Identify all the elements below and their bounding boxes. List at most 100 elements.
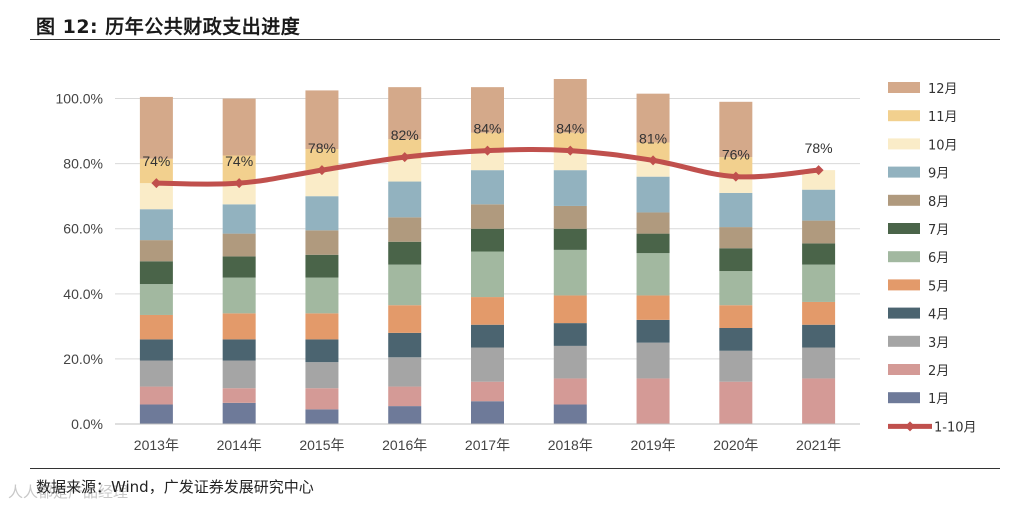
line-marker [234, 178, 245, 189]
bar-stack-2020年 [719, 101, 753, 424]
legend-label: 8月 [928, 195, 949, 210]
x-axis: 2013年 2014年 2015年 2016年 2017年 2018年 2019年 2020年… [115, 423, 860, 453]
bar-segment-9月 [471, 170, 504, 205]
bar-segment-4月 [719, 327, 753, 351]
bar-segment-7月 [553, 228, 587, 250]
legend-label: 9月 [928, 167, 949, 182]
bar-stack-2014年 [222, 98, 256, 424]
line-marker [399, 152, 410, 163]
legend-swatch-5月 [888, 279, 920, 291]
bar-segment-1月 [388, 406, 422, 424]
bar-segment-10月 [388, 158, 422, 182]
bar-segment-12月 [471, 87, 504, 133]
legend-line-marker [905, 421, 915, 432]
bar-segment-9月 [802, 189, 836, 221]
bar-segment-9月 [139, 209, 173, 241]
bar-segment-2月 [388, 386, 422, 407]
bar-segment-9月 [388, 181, 422, 218]
data-label: 84% [473, 121, 501, 137]
watermark: 人人都是产品经理 [8, 483, 129, 501]
line-marker [730, 171, 741, 182]
bar-segment-7月 [305, 254, 339, 278]
legend-label: 11月 [928, 110, 958, 125]
bar-segment-6月 [305, 277, 339, 314]
legend-swatch-3月 [888, 335, 920, 347]
bar-segment-2月 [719, 381, 753, 424]
line-marker [151, 178, 162, 189]
bar-segment-8月 [139, 240, 173, 262]
legend-swatch-8月 [888, 194, 920, 206]
bar-segment-5月 [802, 301, 836, 325]
x-tick-label: 2014年 [217, 437, 262, 453]
bar-segment-9月 [305, 196, 339, 231]
bar-segment-3月 [719, 350, 753, 382]
data-label: 74% [225, 153, 253, 169]
legend-label: 12月 [928, 82, 958, 97]
bar-segment-3月 [802, 347, 836, 379]
bar-segment-12月 [388, 87, 422, 140]
legend-label: 10月 [928, 138, 958, 153]
y-tick-label: 60.0% [63, 221, 103, 237]
figure-title: 图 12: 历年公共财政支出进度 [36, 16, 301, 38]
bar-segment-6月 [139, 284, 173, 315]
bar-segment-3月 [305, 362, 339, 389]
line-marker [482, 145, 493, 156]
bar-segment-12月 [553, 79, 587, 133]
bar-segment-7月 [636, 233, 670, 254]
bar-segment-10月 [553, 150, 587, 171]
bar-segment-3月 [471, 347, 504, 382]
bar-segment-12月 [636, 93, 670, 143]
legend-label: 2月 [928, 364, 949, 379]
legend-swatch-10月 [888, 138, 920, 150]
bar-segment-4月 [222, 339, 256, 361]
bar-stack-2018年 [553, 79, 587, 424]
data-label: 78% [308, 140, 336, 156]
bar-segment-12月 [305, 90, 339, 149]
data-label: 78% [805, 140, 833, 156]
bar-segment-6月 [388, 264, 422, 306]
bar-segment-8月 [222, 233, 256, 257]
x-tick-label: 2015年 [299, 437, 344, 453]
bar-stack-2021年 [802, 170, 836, 424]
legend-swatch-7月 [888, 223, 920, 234]
bar-segment-10月 [471, 150, 504, 171]
bar-segment-10月 [802, 170, 836, 190]
legend-swatch-1月 [888, 392, 920, 404]
bar-segment-6月 [636, 253, 670, 296]
bar-segment-4月 [471, 324, 504, 348]
legend-swatch-12月 [888, 82, 920, 93]
legend-swatch-11月 [888, 110, 920, 122]
bar-segment-6月 [802, 264, 836, 302]
legend-swatch-2月 [888, 364, 920, 375]
x-tick-label: 2019年 [630, 437, 675, 453]
x-tick-label: 2017年 [465, 437, 510, 453]
y-tick-label: 80.0% [63, 156, 103, 172]
title-rule [30, 39, 1000, 40]
bar-segment-5月 [636, 295, 670, 320]
line-series: 74% 74% 78% 82% 84% 84% 81% 76% 78% [142, 121, 833, 189]
bar-segment-2月 [305, 388, 339, 410]
bar-stack-2016年 [388, 87, 422, 424]
bar-segment-5月 [139, 314, 173, 340]
bar-segment-5月 [388, 305, 422, 333]
bar-segment-6月 [553, 249, 587, 296]
bar-segment-4月 [305, 339, 339, 363]
bar-segment-4月 [139, 339, 173, 361]
line-marker [648, 155, 659, 166]
data-label: 84% [556, 121, 584, 137]
bar-segment-5月 [553, 295, 587, 324]
bar-segment-8月 [719, 227, 753, 249]
bar-segment-4月 [388, 332, 422, 358]
bar-segment-5月 [305, 313, 339, 340]
y-tick-label: 0.0% [71, 416, 103, 432]
bar-segment-7月 [222, 256, 256, 278]
x-tick-label: 2013年 [134, 437, 179, 453]
line-marker [316, 165, 327, 176]
bar-segment-9月 [636, 176, 670, 213]
bar-segment-8月 [802, 220, 836, 244]
bar-segment-1月 [222, 402, 256, 424]
line-marker [813, 165, 824, 176]
bar-segment-4月 [636, 319, 670, 343]
bar-stack-2013年 [139, 96, 173, 424]
bar-segment-2月 [553, 378, 587, 405]
